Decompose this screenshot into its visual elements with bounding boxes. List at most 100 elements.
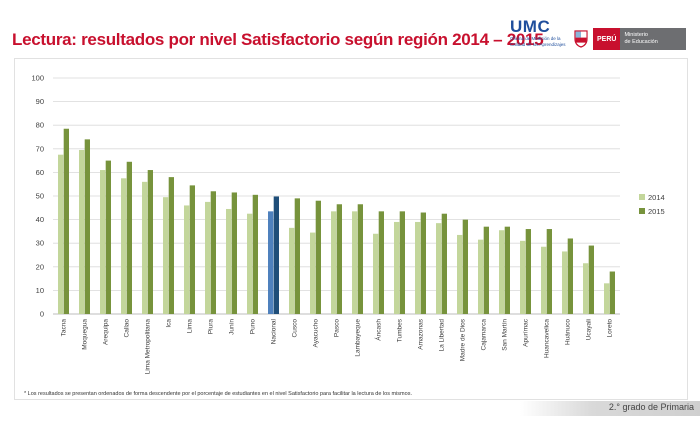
bar-2014-8	[226, 208, 232, 314]
y-tick-label: 10	[36, 286, 44, 295]
bar-2015-5	[168, 177, 174, 314]
bar-2015-19	[462, 219, 468, 314]
bar-2014-14	[352, 211, 358, 314]
y-tick-label: 70	[36, 144, 44, 153]
bar-2015-13	[336, 204, 342, 314]
x-tick-label: Pasco	[334, 319, 341, 337]
y-tick-label: 20	[36, 262, 44, 271]
bar-2014-24	[562, 251, 568, 314]
legend-swatch-2015	[639, 208, 645, 214]
ministry-line-2: de Educación	[624, 39, 658, 45]
bar-2014-12	[310, 232, 316, 314]
bar-2015-20	[483, 226, 489, 314]
grid-lines	[53, 77, 620, 315]
x-tick-label: Huancavelica	[544, 319, 551, 358]
bar-2014-4	[142, 181, 148, 314]
x-tick-label: Lima Metropolitana	[145, 319, 152, 375]
bar-2014-3	[121, 178, 127, 314]
x-tick-label: Piura	[208, 319, 215, 335]
umc-subtitle-1: Oficina de Medición de la	[510, 36, 561, 41]
x-tick-label: Lima	[187, 319, 194, 333]
bar-2015-0	[63, 128, 69, 314]
y-tick-label: 0	[40, 310, 44, 319]
x-tick-label: Junín	[229, 319, 236, 335]
bar-2015-4	[147, 170, 153, 314]
bar-2014-7	[205, 201, 211, 314]
bar-2014-19	[457, 234, 463, 314]
x-tick-label: Ica	[166, 319, 173, 328]
x-tick-label: Callao	[124, 319, 131, 338]
bar-2014-21	[499, 230, 505, 314]
bar-2015-9	[252, 194, 258, 314]
chart-frame	[14, 58, 688, 400]
x-tick-label: Tumbes	[397, 318, 404, 342]
x-tick-label: Apurímac	[523, 318, 530, 347]
bar-2015-3	[126, 161, 132, 314]
bar-2014-1	[79, 149, 85, 314]
x-tick-label: Huánuco	[565, 319, 572, 345]
x-tick-label: Loreto	[607, 319, 614, 338]
bar-2014-5	[163, 197, 169, 314]
y-tick-label: 30	[36, 239, 44, 248]
bar-2015-10	[273, 196, 279, 314]
y-tick-label: 40	[36, 215, 44, 224]
x-tick-label: Tacna	[61, 319, 68, 337]
legend: 2014 2015	[639, 193, 665, 216]
x-tick-label: San Martín	[502, 319, 509, 351]
bar-2015-6	[189, 185, 195, 314]
peru-seal-icon	[574, 30, 588, 48]
bar-2014-23	[541, 246, 547, 314]
y-tick-label: 50	[36, 192, 44, 201]
y-tick-label: 80	[36, 121, 44, 130]
bar-2014-6	[184, 205, 190, 314]
x-tick-label: Lambayeque	[355, 319, 362, 357]
x-tick-label: Cajamarca	[481, 319, 488, 351]
bar-2014-22	[520, 240, 526, 314]
x-tick-label: Moquegua	[82, 319, 89, 350]
bar-2015-21	[504, 226, 510, 314]
ministry-line-1: Ministerio	[624, 32, 648, 38]
bar-2014-10	[268, 211, 274, 314]
bar-2014-20	[478, 239, 484, 314]
bar-2014-26	[604, 283, 610, 314]
x-tick-label: Ucayali	[586, 319, 593, 340]
bar-2014-18	[436, 223, 442, 314]
y-tick-label: 60	[36, 168, 44, 177]
umc-subtitle-2: Calidad de los Aprendizajes	[510, 42, 566, 47]
x-tick-label: Áncash	[374, 319, 383, 341]
bar-2015-18	[441, 213, 447, 314]
bar-2015-1	[84, 139, 90, 314]
legend-label-2014: 2014	[648, 193, 665, 202]
bar-2015-17	[420, 212, 426, 314]
bar-2015-22	[525, 229, 531, 314]
legend-label-2015: 2015	[648, 207, 665, 216]
legend-swatch-2014	[639, 194, 645, 200]
ministry-logo: PERÚ Ministerio de Educación	[593, 28, 687, 50]
page-title: Lectura: resultados por nivel Satisfacto…	[12, 30, 544, 49]
x-tick-label: Puno	[250, 319, 257, 335]
umc-name: UMC	[510, 17, 551, 36]
grade-banner: 2.° grado de Primaria	[520, 401, 700, 416]
bars	[58, 128, 615, 314]
x-tick-label: Nacional	[271, 318, 278, 344]
bar-2015-14	[357, 204, 363, 314]
bar-2015-23	[546, 229, 552, 314]
bar-2015-15	[378, 211, 384, 314]
ministry-label: Ministerio de Educación	[620, 28, 687, 50]
y-tick-label: 100	[31, 74, 44, 83]
bar-2014-25	[583, 263, 589, 314]
bar-2015-7	[210, 191, 216, 314]
x-tick-label: La Libertad	[439, 319, 446, 352]
bar-2014-9	[247, 213, 253, 314]
bar-2015-26	[609, 271, 615, 314]
bar-chart: 0 10 20 30 40 50 60 70 80 90 100 Tacna Moquegua Areq…	[31, 74, 665, 375]
x-tick-label: Arequipa	[103, 319, 110, 345]
bar-2015-25	[588, 245, 594, 314]
umc-logo: UMC Oficina de Medición de la Calidad de…	[510, 18, 570, 47]
bar-2015-24	[567, 238, 573, 314]
bar-2014-13	[331, 211, 337, 314]
bar-2014-16	[394, 221, 400, 314]
grade-label: 2.° grado de Primaria	[608, 402, 694, 412]
x-axis-labels: Tacna Moquegua Arequipa Callao Lima Metropol…	[61, 318, 614, 374]
bar-2014-0	[58, 154, 64, 314]
